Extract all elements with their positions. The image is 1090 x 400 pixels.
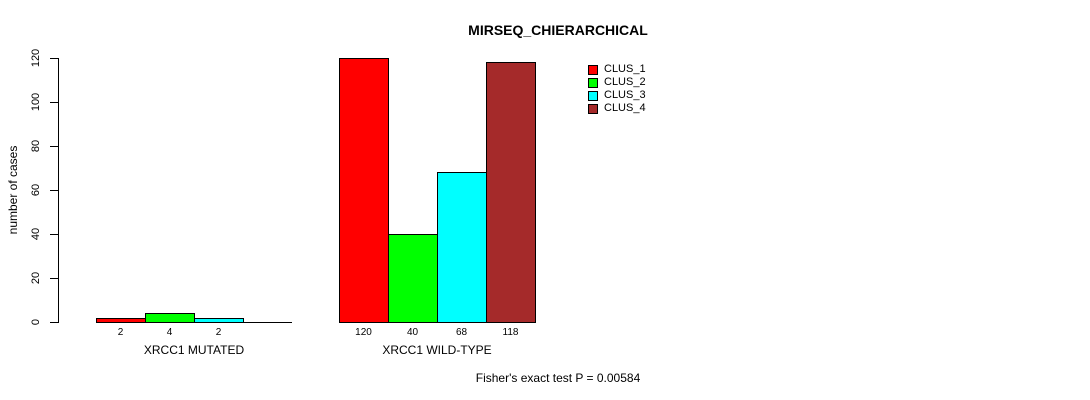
y-tick-label: 40 [30,227,42,241]
bar-value-label: 118 [502,327,519,338]
legend-label: CLUS_2 [604,76,646,88]
bar-CLUS_4 [486,62,536,323]
fisher-test-annotation: Fisher's exact test P = 0.00584 [475,371,641,385]
bar-CLUS_2 [388,234,438,323]
y-tick-mark [50,190,58,191]
y-tick-label: 60 [30,183,42,197]
bar-value-label: 2 [215,327,222,338]
bar-value-label: 68 [455,327,468,338]
bar-value-label: 40 [406,327,419,338]
y-axis-line [58,58,59,323]
bar-CLUS_3 [437,172,487,323]
y-tick-mark [50,58,58,59]
y-tick-mark [50,234,58,235]
bar-value-label: 120 [355,327,372,338]
bar-value-label: 4 [166,327,173,338]
y-tick-mark [50,146,58,147]
y-tick-mark [50,322,58,323]
y-tick-label: 100 [30,92,42,112]
legend-color-swatch-CLUS_3 [588,90,598,101]
legend-item: CLUS_3 [588,89,646,102]
y-tick-label: 120 [30,48,42,68]
legend-label: CLUS_4 [604,102,646,114]
bar-CLUS_2 [145,313,195,323]
y-tick-label: 20 [30,271,42,285]
legend-item: CLUS_2 [588,76,646,89]
y-tick-mark [50,278,58,279]
y-axis-label: number of cases [6,145,20,235]
legend-color-swatch-CLUS_4 [588,103,598,114]
legend: CLUS_1 CLUS_2 CLUS_3 CLUS_4 [588,63,646,115]
bar-value-label: 2 [117,327,124,338]
bar-CLUS_3 [194,318,244,323]
y-tick-label: 80 [30,139,42,153]
legend-label: CLUS_1 [604,63,646,75]
y-tick-mark [50,102,58,103]
legend-label: CLUS_3 [604,89,646,101]
legend-color-swatch-CLUS_2 [588,77,598,88]
x-category-label: XRCC1 WILD-TYPE [382,343,492,357]
legend-item: CLUS_4 [588,102,646,115]
chart-title: MIRSEQ_CHIERARCHICAL [468,22,648,38]
legend-color-swatch-CLUS_1 [588,64,598,75]
bar-CLUS_1 [96,318,146,323]
legend-item: CLUS_1 [588,63,646,76]
y-tick-label: 0 [30,318,42,326]
x-category-label: XRCC1 MUTATED [143,343,245,357]
bar-CLUS_1 [339,58,389,323]
